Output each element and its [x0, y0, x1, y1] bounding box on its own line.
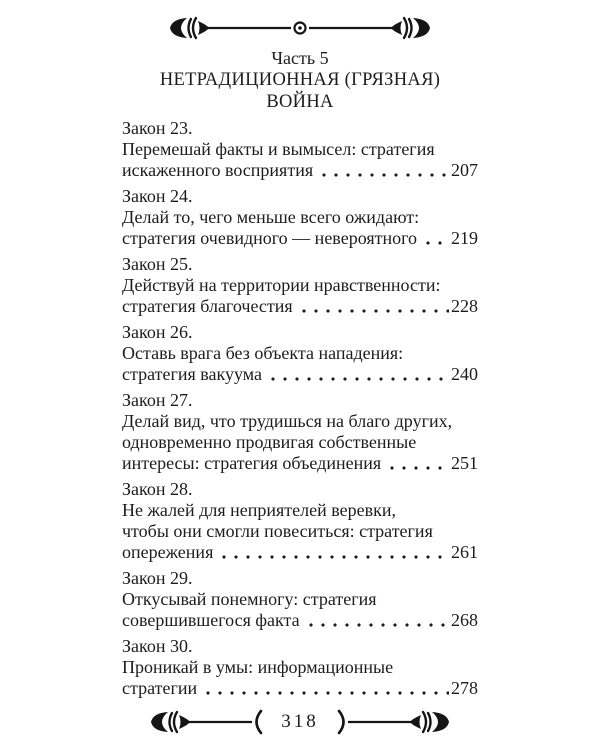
entry-last-line: стратегия вакуума 240 — [122, 364, 478, 385]
entry-last-line: совершившегося факта 268 — [122, 610, 478, 631]
law-number: Закон 26. — [122, 322, 193, 342]
page-footer: 318 — [0, 708, 600, 736]
page-number: 318 — [281, 711, 319, 732]
page-ref: 219 — [451, 228, 478, 248]
law-number: Закон 24. — [122, 186, 193, 206]
toc-entry: Закон 30. Проникай в умы: информационные с… — [122, 636, 478, 699]
dot-leader — [318, 160, 449, 181]
dot-leader — [297, 296, 449, 317]
entry-last-text: интересы: стратегия объединения — [122, 453, 382, 473]
page-ref: 240 — [451, 364, 478, 384]
entry-text-line: Перемешай факты и вымысел: стратегия — [122, 139, 435, 159]
dot-leader — [267, 364, 449, 385]
entry-text-line: чтобы они смогли повеситься: стратегия — [122, 521, 433, 541]
law-number: Закон 29. — [122, 568, 193, 588]
part-title-line1: НЕТРАДИЦИОННАЯ (ГРЯЗНАЯ) — [159, 70, 441, 90]
entry-last-line: стратегия очевидного — невероятного 219 — [122, 228, 478, 249]
entry-last-text: стратегия благочестия — [122, 296, 293, 316]
page-ref: 278 — [451, 678, 478, 698]
law-number: Закон 30. — [122, 636, 193, 656]
entry-text-line: Оставь врага без объекта нападения: — [122, 343, 404, 363]
entry-last-line: стратегии 278 — [122, 678, 478, 699]
toc-list: Закон 23. Перемешай факты и вымысел: стра… — [122, 118, 478, 699]
entry-last-line: опережения 261 — [122, 542, 478, 563]
part-label: Часть 5 — [271, 48, 329, 68]
entry-last-text: совершившегося факта — [122, 610, 300, 630]
dot-leader — [218, 542, 449, 563]
entry-last-line: интересы: стратегия объединения 251 — [122, 453, 478, 474]
entry-last-text: стратегия очевидного — невероятного — [122, 228, 418, 248]
footer-ornament-left-icon — [151, 709, 263, 735]
page-ref: 207 — [451, 160, 478, 180]
dot-leader — [386, 453, 449, 474]
dot-leader — [202, 678, 449, 699]
dot-leader — [422, 228, 449, 249]
toc-entry: Закон 23. Перемешай факты и вымысел: стра… — [122, 118, 478, 181]
page-ref: 261 — [451, 542, 478, 562]
footer-ornament-right-icon — [337, 709, 449, 735]
law-number: Закон 25. — [122, 254, 193, 274]
toc-entry: Закон 24. Делай то, чего меньше всего ожи… — [122, 186, 478, 249]
entry-text-line: одновременно продвигая собственные — [122, 432, 417, 452]
entry-text-line: Проникай в умы: информационные — [122, 657, 394, 677]
entry-last-text: стратегия вакуума — [122, 364, 263, 384]
entry-last-text: опережения — [122, 542, 214, 562]
toc-entry: Закон 29. Откусывай понемногу: стратегия с… — [122, 568, 478, 631]
toc-entry: Закон 28. Не жалей для неприятелей веревк… — [122, 479, 478, 563]
toc-entry: Закон 26. Оставь врага без объекта нападе… — [122, 322, 478, 385]
arrow-rule-divider-icon — [170, 16, 430, 40]
entry-last-line: искаженного восприятия 207 — [122, 160, 478, 181]
toc-entry: Закон 25. Действуй на территории нравстве… — [122, 254, 478, 317]
law-number: Закон 28. — [122, 479, 193, 499]
page-ref: 268 — [451, 610, 478, 630]
entry-text-line: Делай вид, что трудишься на благо других… — [122, 411, 453, 431]
dot-leader — [304, 610, 449, 631]
page-ref: 228 — [451, 296, 478, 316]
page-ref: 251 — [451, 453, 478, 473]
entry-text-line: Действуй на территории нравственности: — [122, 275, 441, 295]
entry-text-line: Не жалей для неприятелей веревки, — [122, 500, 396, 520]
entry-text-line: Делай то, чего меньше всего ожидают: — [122, 207, 420, 227]
entry-text-line: Откусывай понемногу: стратегия — [122, 589, 377, 609]
entry-last-text: стратегии — [122, 678, 198, 698]
entry-last-line: стратегия благочестия 228 — [122, 296, 478, 317]
entry-last-text: искаженного восприятия — [122, 160, 314, 180]
toc-entry: Закон 27. Делай вид, что трудишься на бла… — [122, 390, 478, 474]
law-number: Закон 23. — [122, 118, 193, 138]
law-number: Закон 27. — [122, 390, 193, 410]
part-title-line2: ВОЙНА — [266, 92, 334, 112]
